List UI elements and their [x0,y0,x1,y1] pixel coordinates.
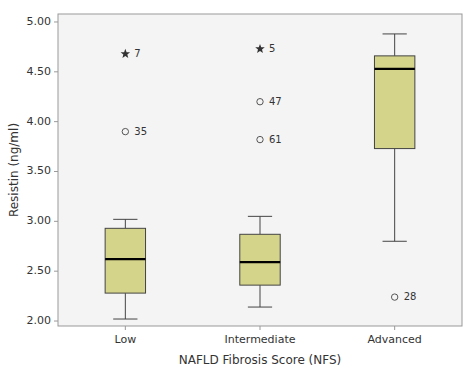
whisker-high [260,216,261,234]
y-tick-label: 5.00 [27,15,52,28]
y-tick-label: 3.50 [27,164,52,177]
outlier-circle [391,294,397,300]
box [240,234,280,285]
box [374,56,414,149]
y-tick [54,271,58,272]
x-tick-label: Advanced [367,333,421,346]
outlier-star [121,49,131,58]
box [105,228,145,293]
y-tick [54,21,58,22]
whisker-cap-low [383,241,407,242]
outlier-label: 61 [269,134,282,145]
median [374,68,414,70]
median [105,258,145,260]
y-tick-label: 4.50 [27,65,52,78]
whisker-low [394,149,395,242]
whisker-low [125,293,126,319]
outlier-labels: 35 7 61 47 5 28 [134,43,416,302]
outlier-circle [122,128,128,134]
whisker-cap-low [248,307,272,308]
x-tick-label: Intermediate [225,333,296,346]
marks [105,34,415,319]
outlier-label: 28 [404,291,417,302]
y-axis-label: Resistin (ng/ml) [7,123,21,217]
outlier-label: 7 [134,48,140,59]
y-tick-label: 3.00 [27,214,52,227]
y-tick [54,221,58,222]
x-tick [394,326,395,330]
whisker-cap-high [248,216,272,217]
plot-area [58,14,462,326]
y-tick [54,71,58,72]
y-tick-label: 2.00 [27,314,52,327]
whisker-cap-low [113,319,137,320]
median [240,261,280,263]
y-tick [54,171,58,172]
outlier-circle [257,136,263,142]
whisker-cap-high [113,219,137,220]
whisker-low [260,285,261,307]
whisker-high [125,219,126,228]
whisker-high [394,34,395,56]
x-tick [125,326,126,330]
outlier-label: 47 [269,96,282,107]
whisker-cap-high [383,33,407,34]
y-tick-label: 4.00 [27,115,52,128]
outlier-circle [257,99,263,105]
outlier-label: 5 [269,43,275,54]
outlier-label: 35 [134,126,147,137]
y-tick [54,321,58,322]
x-tick-label: Low [114,333,136,346]
chart: 2.00 2.50 3.00 3.50 4.00 4.50 5.00 Low Intermedi… [0,0,474,374]
x-axis-label: NAFLD Fibrosis Score (NFS) [179,353,342,367]
y-tick-label: 2.50 [27,264,52,277]
y-tick [54,121,58,122]
plot-frame [58,14,462,326]
x-tick [260,326,261,330]
outlier-star [255,44,265,53]
